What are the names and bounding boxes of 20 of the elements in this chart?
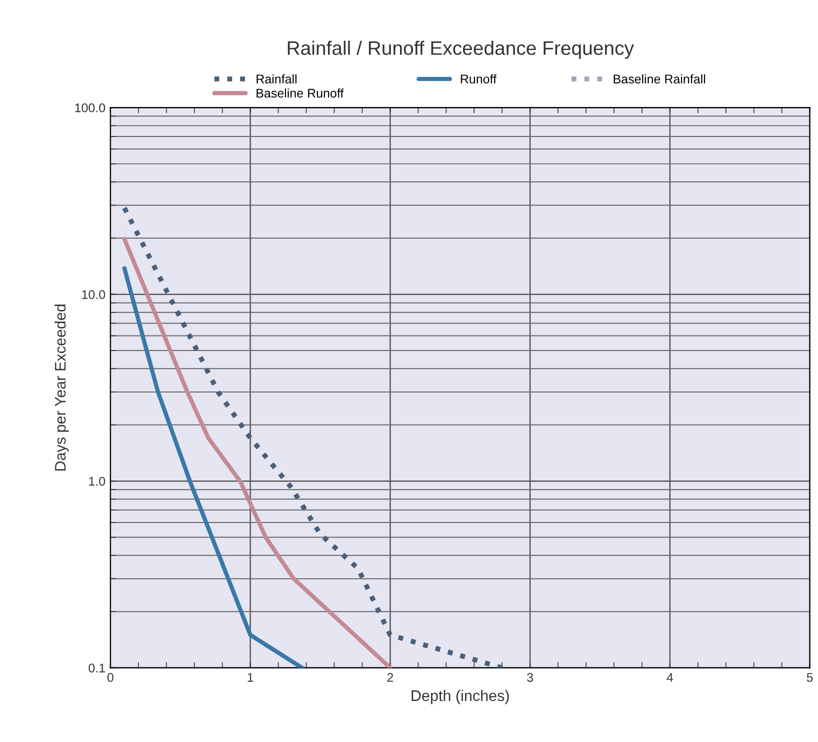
- y-axis-title: Days per Year Exceeded: [54, 304, 69, 471]
- x-tick-label: 4: [666, 673, 674, 682]
- x-tick-label: 5: [806, 673, 813, 682]
- legend-label: Baseline Runoff: [256, 88, 344, 98]
- y-tick-label: 1.0: [89, 476, 106, 486]
- line-series: [122, 236, 392, 668]
- legend-label: Runoff: [460, 74, 497, 84]
- x-tick-label: 3: [527, 672, 533, 682]
- line-series: [122, 206, 505, 668]
- line-series: [122, 266, 304, 668]
- y-tick-label: 0.1: [88, 664, 105, 672]
- chart-title: Rainfall / Runoff Exceedance Frequency: [288, 40, 634, 59]
- x-tick-label: 1: [248, 673, 254, 682]
- y-tick-label: 100.0: [75, 103, 106, 112]
- y-tick-label: 10.0: [82, 290, 106, 299]
- legend-label: Baseline Rainfall: [614, 74, 706, 84]
- legend-label: Rainfall: [256, 74, 296, 84]
- x-tick-label: 2: [387, 672, 394, 682]
- x-axis-title: Depth (inches): [412, 690, 509, 704]
- x-tick-label: 0: [107, 672, 114, 682]
